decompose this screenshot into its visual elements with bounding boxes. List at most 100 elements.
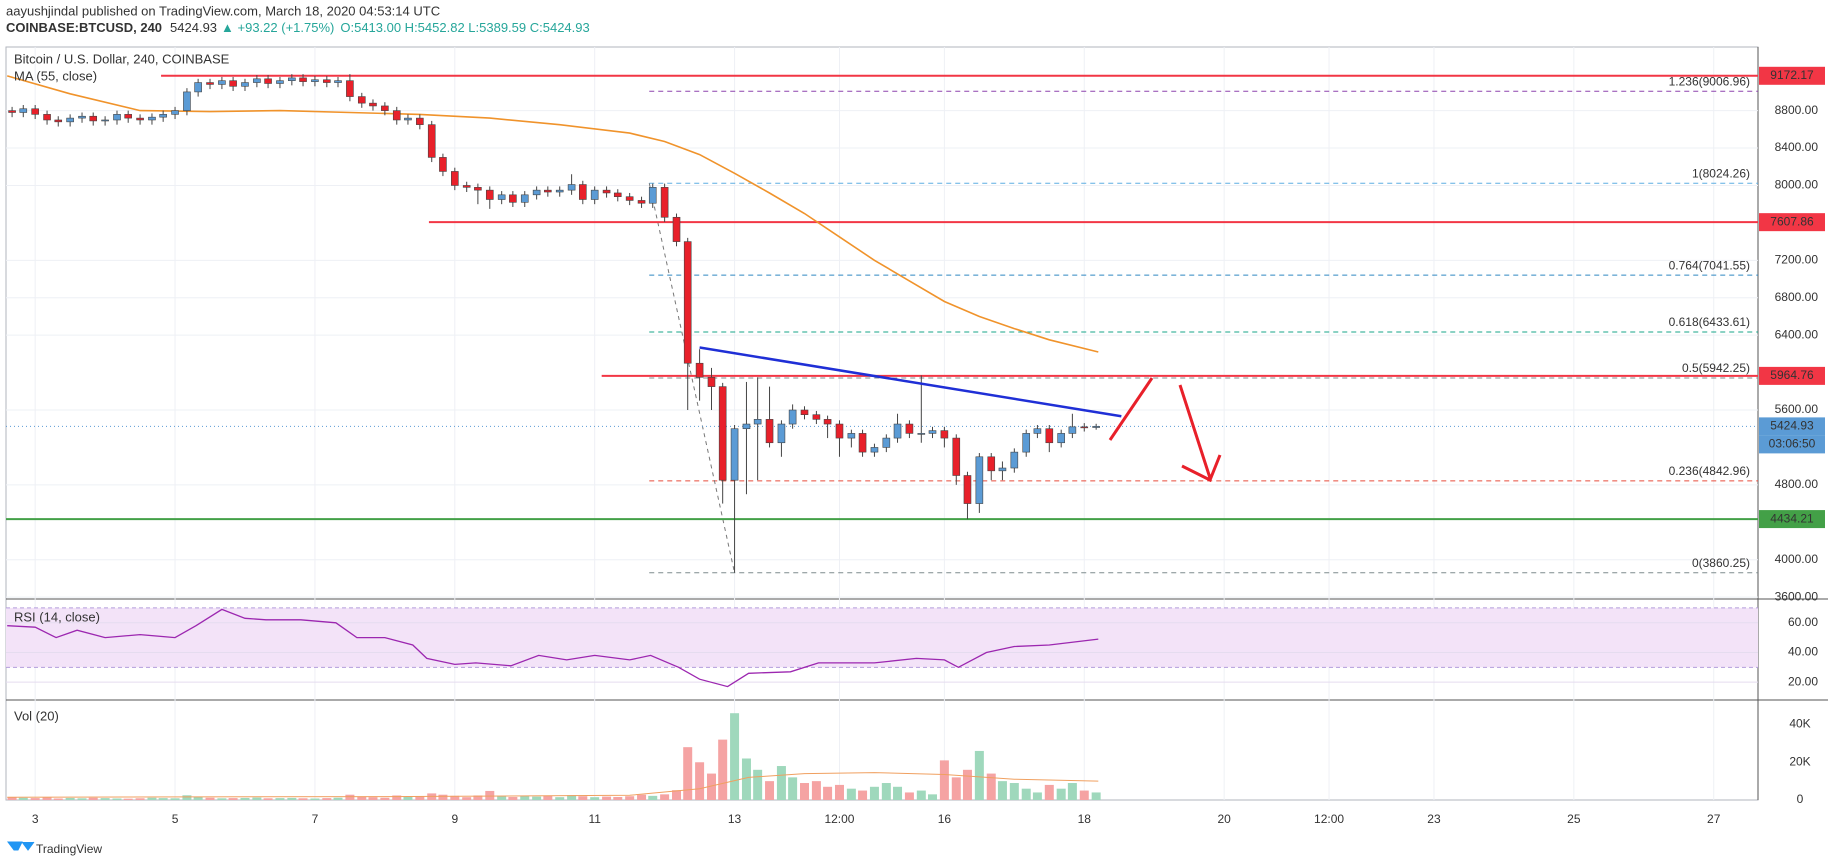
candle-body (194, 82, 202, 93)
candle-body (800, 409, 809, 415)
frame (5, 46, 1759, 801)
publisher: aayushjindal published on TradingView.co… (6, 3, 440, 18)
candle-body (183, 91, 191, 111)
candle-body (637, 200, 646, 204)
x-tick-label: 23 (1427, 812, 1441, 826)
candle-body (707, 376, 716, 387)
candle-body (171, 110, 179, 115)
candle-body (613, 192, 622, 197)
volume-bar (788, 777, 798, 800)
volume-bar (730, 713, 740, 800)
candle-body (241, 82, 249, 87)
volume-bar (672, 790, 682, 800)
volume-bar (322, 798, 332, 800)
volume-bar (916, 790, 926, 800)
volume-bar (800, 783, 810, 800)
volume-bar (450, 795, 460, 800)
y-tick-label: 4000.00 (1775, 552, 1819, 566)
volume-bar (112, 798, 122, 800)
volume-bar (776, 766, 786, 800)
vol-ma-line (7, 772, 1099, 798)
candle-body (66, 117, 74, 123)
candle-body (532, 189, 541, 196)
volume-bar (753, 769, 763, 800)
vol-tick-label: 20K (1789, 754, 1810, 768)
candle-body (882, 437, 891, 448)
volume-bar (252, 797, 262, 800)
candle-body (695, 362, 704, 378)
volume-bar (904, 792, 914, 800)
quote-line: COINBASE:BTCUSD, 240 5424.93 ▲ +93.22 (+1.… (6, 20, 590, 35)
volume-bar (65, 797, 75, 800)
fib-label: 0.618(6433.61) (1669, 315, 1750, 329)
rsi-line (7, 608, 1099, 688)
logo-icon (7, 841, 35, 851)
volume-bar (869, 786, 879, 800)
volume-bar (147, 797, 157, 800)
volume-bar (77, 798, 87, 800)
candle-body (253, 78, 261, 83)
volume-bar (625, 796, 635, 800)
candle-body (718, 386, 727, 481)
volume-bar (380, 797, 390, 800)
candle-body (311, 79, 319, 82)
candle-body (788, 409, 797, 425)
candle-body (1022, 433, 1031, 453)
fib-label: 1(8024.26) (1692, 166, 1750, 180)
volume-bar (637, 794, 647, 800)
candle-body (1080, 426, 1089, 429)
y-tick-label: 6800.00 (1775, 290, 1819, 304)
y-tick-label: 3600.00 (1775, 589, 1819, 603)
volume-bar (345, 794, 355, 800)
volume-bar (962, 769, 972, 800)
fib-label: 1.236(9006.96) (1669, 74, 1750, 88)
volume-bar (217, 798, 227, 800)
candle-body (357, 96, 366, 104)
x-tick-label: 18 (1078, 812, 1092, 826)
candle-body (998, 467, 1007, 472)
price-label: 5424.93 (1770, 419, 1814, 433)
candle-body (439, 157, 447, 172)
candle-body (136, 117, 144, 121)
volume-bar (275, 798, 285, 800)
candle-body (497, 194, 506, 200)
ma-line (6, 75, 1099, 353)
candle-body (625, 196, 634, 201)
x-tick-label: 7 (312, 812, 319, 826)
candle-body (1010, 451, 1019, 469)
candle-body (218, 80, 226, 85)
volume-bar (7, 797, 17, 800)
candle-body (905, 423, 914, 434)
fib-label: 0.5(5942.25) (1682, 361, 1750, 375)
volume-bar (695, 762, 705, 800)
change: ▲ +93.22 (+1.75%) (221, 20, 334, 35)
volume-bar (123, 798, 133, 800)
fib-label: 0.236(4842.96) (1669, 464, 1750, 478)
candle-body (812, 414, 821, 420)
candle-body (660, 187, 669, 218)
price-label-box (1759, 417, 1825, 436)
candle-body (555, 189, 564, 193)
x-tick-label: 16 (938, 812, 952, 826)
chart-title: Bitcoin / U.S. Dollar, 240, COINBASE (14, 51, 230, 66)
volume-bar (100, 798, 110, 800)
volume-bar (532, 796, 542, 800)
volume-bar (1067, 783, 1077, 800)
volume-bar (310, 798, 320, 800)
candle-body (299, 77, 307, 82)
candle-body (19, 108, 28, 113)
candle-body (858, 433, 867, 453)
candle-body (264, 78, 272, 84)
vol-tick-label: 0 (1797, 792, 1804, 806)
volume-bar (170, 798, 180, 800)
volume-bar (974, 750, 984, 800)
candle-body (509, 194, 517, 203)
volume-bar (287, 797, 297, 800)
ohlc: O:5413.00 H:5452.82 L:5389.59 C:5424.93 (340, 20, 589, 35)
x-tick-label: 13 (728, 812, 742, 826)
price-label-box (1759, 435, 1825, 454)
volume-bar (590, 797, 600, 800)
volume-bar (997, 781, 1007, 800)
candle-body (474, 187, 482, 191)
candle-body (159, 114, 167, 118)
